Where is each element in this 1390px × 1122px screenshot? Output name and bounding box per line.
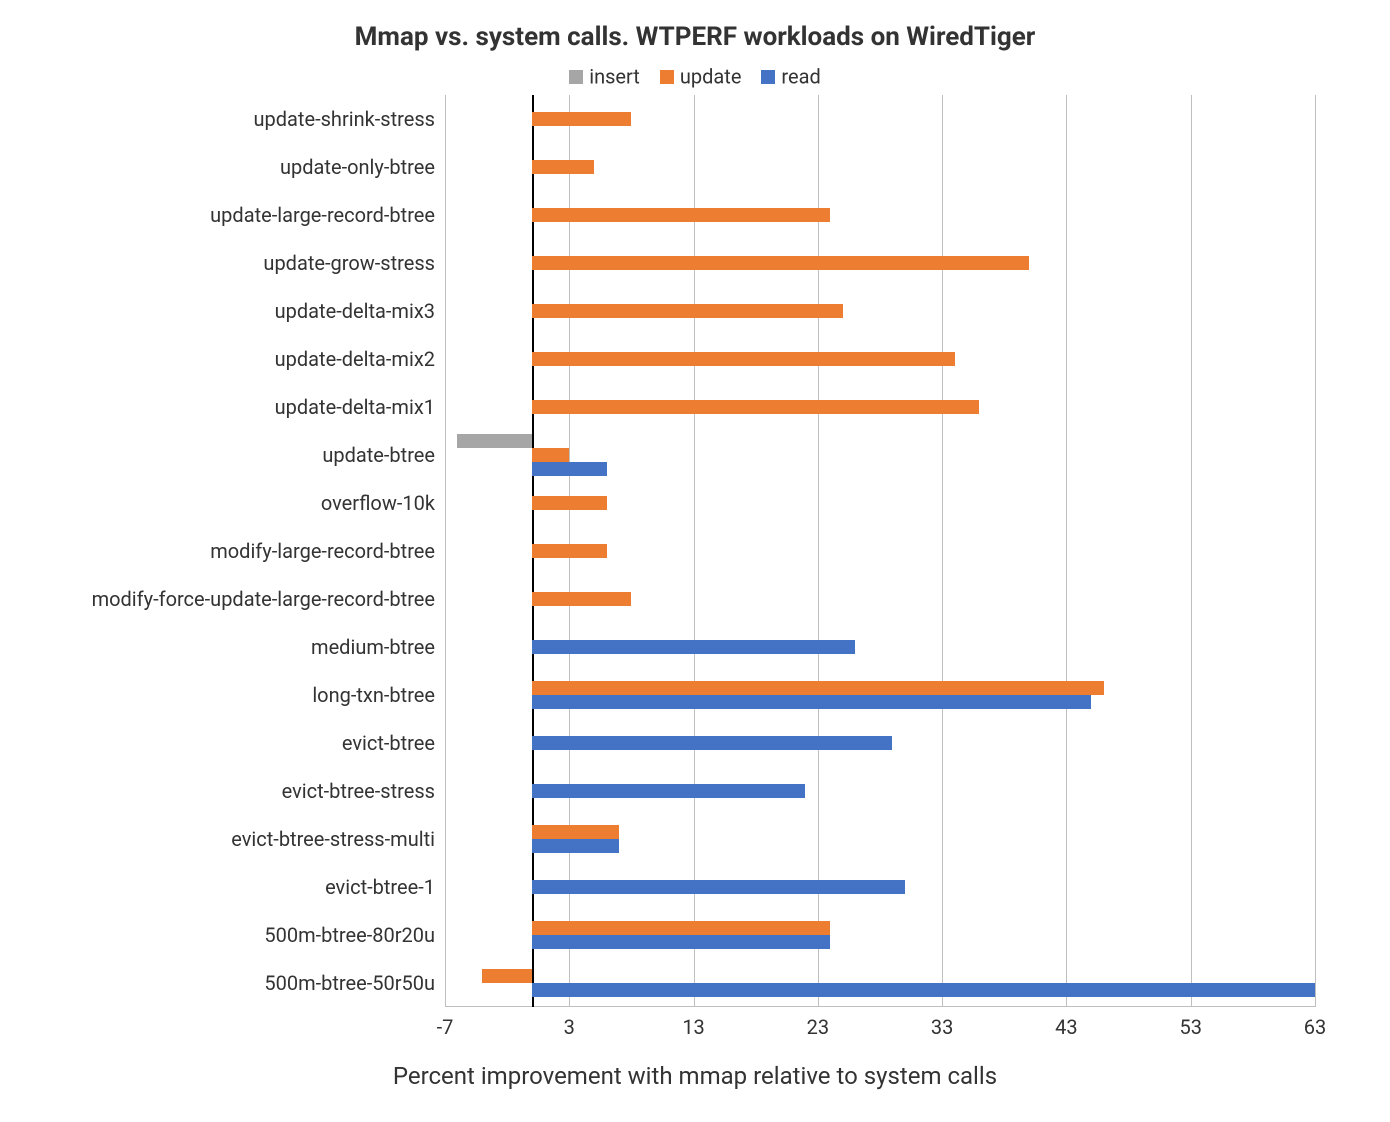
bar-insert — [457, 434, 532, 448]
bar-update — [532, 400, 979, 414]
x-tick-label: -7 — [437, 1015, 454, 1039]
legend-label-update: update — [680, 65, 742, 89]
legend-item-insert: insert — [569, 63, 640, 89]
category-label: evict-btree-1 — [325, 875, 435, 899]
category-label: evict-btree — [342, 731, 435, 755]
bar-update — [482, 969, 532, 983]
category-label: medium-btree — [311, 635, 435, 659]
bar-update — [532, 544, 607, 558]
gridline — [942, 95, 943, 1007]
x-tick-label: 43 — [1055, 1015, 1077, 1039]
bar-update — [532, 256, 1029, 270]
legend-swatch-update — [660, 70, 674, 84]
category-label: modify-large-record-btree — [210, 539, 435, 563]
bar-read — [532, 736, 892, 750]
x-axis-title: Percent improvement with mmap relative t… — [0, 1062, 1390, 1090]
bar-update — [532, 352, 955, 366]
gridline — [818, 95, 819, 1007]
legend-label-insert: insert — [589, 65, 640, 89]
bar-read — [532, 839, 619, 853]
category-label: overflow-10k — [321, 491, 435, 515]
category-label: update-delta-mix3 — [275, 299, 435, 323]
bar-update — [532, 208, 830, 222]
category-label: update-delta-mix1 — [275, 395, 435, 419]
bar-read — [532, 640, 855, 654]
category-label: long-txn-btree — [312, 683, 435, 707]
category-label: update-only-btree — [280, 155, 435, 179]
gridline — [694, 95, 695, 1007]
bar-read — [532, 462, 607, 476]
category-label: modify-force-update-large-record-btree — [92, 587, 435, 611]
legend-item-read: read — [761, 63, 820, 89]
plot-area — [445, 95, 1315, 1007]
gridline — [1315, 95, 1316, 1007]
category-label: 500m-btree-50r50u — [264, 971, 435, 995]
category-label: evict-btree-stress-multi — [231, 827, 435, 851]
gridline — [1066, 95, 1067, 1007]
category-label: evict-btree-stress — [282, 779, 435, 803]
bar-read — [532, 880, 905, 894]
legend-label-read: read — [781, 65, 820, 89]
category-label: 500m-btree-80r20u — [264, 923, 435, 947]
bar-update — [532, 681, 1104, 695]
category-label: update-grow-stress — [263, 251, 435, 275]
bar-update — [532, 448, 569, 462]
bar-update — [532, 304, 843, 318]
bar-update — [532, 825, 619, 839]
chart-title: Mmap vs. system calls. WTPERF workloads … — [0, 22, 1390, 52]
x-tick-label: 63 — [1304, 1015, 1326, 1039]
x-tick-label: 23 — [807, 1015, 829, 1039]
category-label: update-btree — [322, 443, 435, 467]
bar-update — [532, 496, 607, 510]
legend-swatch-read — [761, 70, 775, 84]
chart-container: Mmap vs. system calls. WTPERF workloads … — [0, 0, 1390, 1122]
bar-update — [532, 112, 631, 126]
gridline — [445, 95, 446, 1007]
x-tick-label: 3 — [564, 1015, 575, 1039]
category-label: update-large-record-btree — [210, 203, 435, 227]
bar-read — [532, 695, 1091, 709]
x-tick-label: 53 — [1179, 1015, 1201, 1039]
bar-update — [532, 592, 631, 606]
bar-read — [532, 983, 1315, 997]
bar-read — [532, 784, 805, 798]
legend: insert update read — [0, 62, 1390, 89]
bar-read — [532, 935, 830, 949]
legend-item-update: update — [660, 63, 742, 89]
legend-swatch-insert — [569, 70, 583, 84]
gridline — [1191, 95, 1192, 1007]
category-label: update-delta-mix2 — [275, 347, 435, 371]
x-tick-label: 33 — [931, 1015, 953, 1039]
x-tick-label: 13 — [682, 1015, 704, 1039]
bar-update — [532, 160, 594, 174]
bar-update — [532, 921, 830, 935]
x-axis-line — [445, 1006, 1315, 1007]
category-label: update-shrink-stress — [254, 107, 435, 131]
